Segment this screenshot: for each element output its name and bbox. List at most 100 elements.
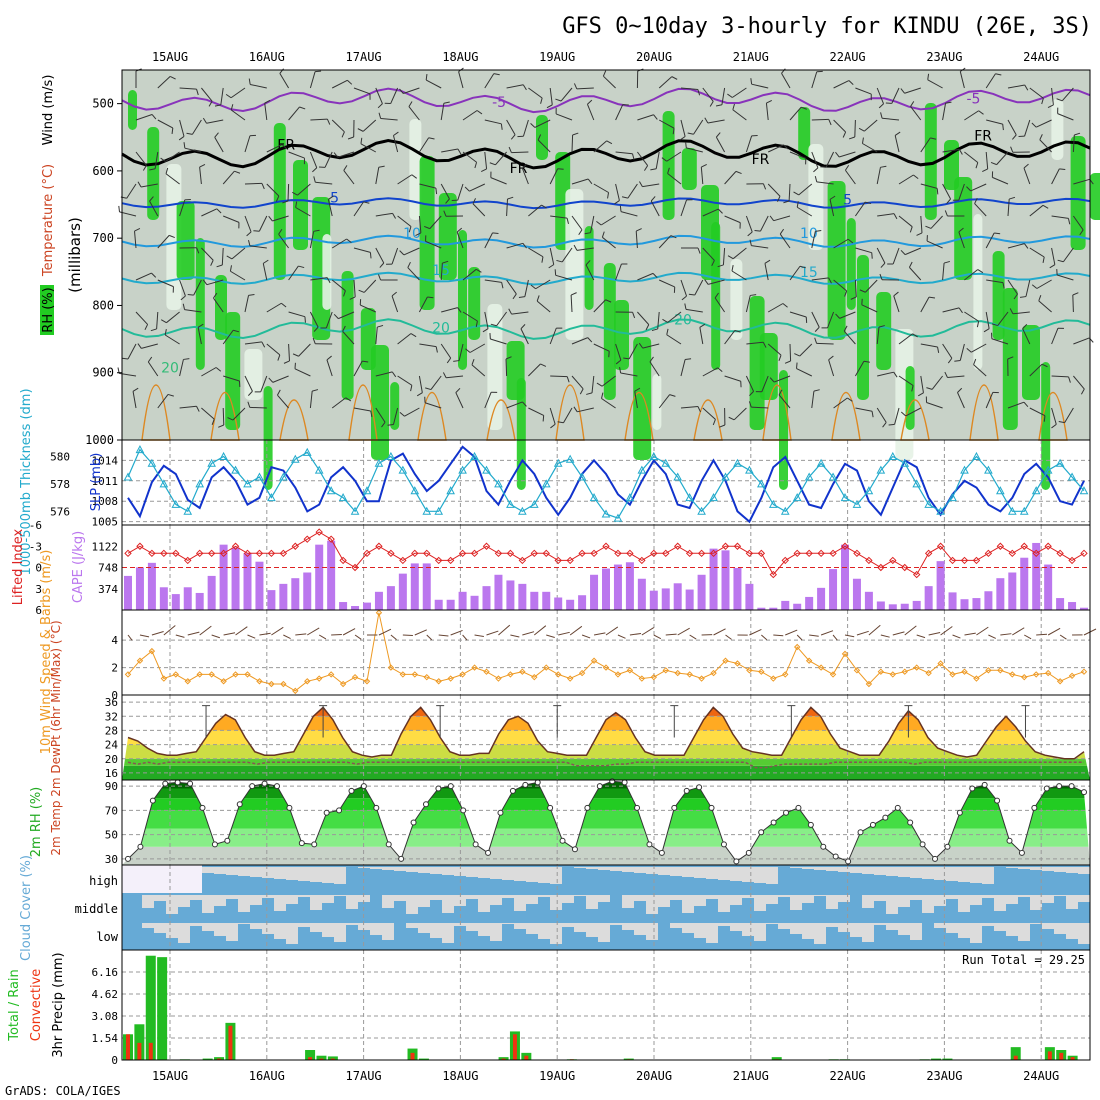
surface-wind-barb	[211, 634, 220, 639]
surface-wind-barb	[450, 629, 463, 636]
wind-barb	[493, 73, 500, 76]
wind-barb	[522, 243, 527, 249]
wind-barb	[814, 175, 818, 183]
wind-barb	[783, 200, 790, 204]
2m-rh-point	[981, 781, 988, 788]
cloud-middle-gap	[766, 895, 778, 904]
cloud-low-gap	[838, 923, 850, 932]
cape-bar	[972, 598, 981, 610]
wind-barb	[456, 227, 463, 233]
wind-barb	[1023, 163, 1029, 169]
wind-barb	[638, 181, 643, 187]
wind-barb	[937, 346, 940, 353]
cloud-high-gap	[886, 867, 898, 876]
wind-barb	[253, 230, 260, 232]
wind-barb	[272, 375, 289, 383]
surface-wind-barb	[199, 625, 212, 636]
wind-speed-point	[602, 664, 610, 671]
wind-barb	[813, 389, 820, 392]
wind-barb	[680, 119, 686, 137]
wind-barb	[347, 79, 353, 85]
wind-barb	[571, 215, 583, 231]
wind-speed-point	[304, 678, 311, 685]
wind-barb	[418, 296, 428, 313]
wind-barb	[893, 213, 898, 220]
wind-barb	[391, 295, 399, 313]
cloud-high-gap	[646, 867, 658, 874]
cape-bar	[530, 591, 539, 610]
wind-barb	[167, 393, 174, 397]
wind-barb	[943, 260, 950, 264]
wind-barb	[472, 198, 477, 204]
wind-barb	[898, 333, 913, 345]
wind-barb	[206, 279, 224, 286]
temp-tick-label: 36	[105, 696, 118, 709]
thickness-point	[434, 506, 444, 515]
rh-cell	[215, 275, 227, 340]
wind-barb	[309, 391, 313, 409]
cloud-high-gap	[574, 867, 586, 868]
wind-barb	[496, 311, 508, 327]
2m-rh-point	[187, 780, 194, 787]
wind-barb	[835, 151, 840, 158]
wind-barb	[745, 295, 751, 313]
cloud-low-gap	[682, 923, 694, 933]
wind-speed-point	[650, 673, 658, 681]
wind-speed-point	[471, 664, 478, 671]
wind-barb	[549, 168, 559, 185]
wind-barb	[1072, 292, 1079, 296]
wind-barb	[936, 188, 939, 195]
cloud-low-gap	[478, 923, 490, 936]
lifted-index-point	[912, 570, 921, 579]
cape-bar	[494, 574, 503, 610]
wind-barb	[959, 343, 965, 361]
wind-barb	[362, 119, 377, 132]
wind-speed-point	[578, 669, 586, 677]
cloud-low-gap	[202, 923, 214, 931]
wind-barb	[353, 279, 356, 297]
rh-axis-label: 2m RH (%)	[29, 787, 44, 858]
wind-barb	[796, 201, 799, 208]
wind-barb	[441, 148, 459, 153]
cloud-middle-gap	[718, 895, 730, 912]
lifted-index-point	[877, 563, 885, 572]
surface-wind-barb	[378, 628, 392, 636]
cloud-high-gap	[382, 867, 394, 870]
wind-barb	[206, 119, 224, 124]
lifted-index-point	[757, 549, 766, 558]
cloud-high-gap	[922, 867, 934, 879]
wind-barb	[407, 261, 411, 268]
wind-barb	[415, 232, 422, 236]
cape-bar	[661, 588, 670, 610]
wind-barb	[734, 329, 741, 333]
wind-barb	[528, 407, 544, 416]
thickness-point	[661, 458, 671, 467]
wind-barb	[1002, 124, 1004, 131]
wind-barb	[637, 311, 650, 325]
wind-barb	[878, 325, 885, 328]
wind-barb	[855, 247, 872, 254]
rh-cell	[1041, 362, 1051, 490]
surface-wind-barb	[725, 634, 732, 640]
2m-rh-point	[994, 797, 1001, 804]
wind-speed-point	[973, 675, 980, 682]
wind-barb	[278, 233, 290, 249]
wind-barb	[381, 421, 386, 428]
cloud-high-gap	[862, 867, 874, 874]
slp-axis-label: SLP (mb)	[89, 453, 104, 512]
surface-wind-barb	[1047, 627, 1061, 636]
rh-cell	[584, 226, 594, 310]
wind-barb	[214, 132, 219, 138]
pressure-tick-label: 600	[92, 164, 114, 178]
wind-barb	[796, 206, 813, 217]
cape-bar	[757, 607, 766, 610]
rh-cell	[711, 222, 721, 370]
lifted-index-point	[733, 542, 742, 550]
cloud-middle-gap	[346, 895, 358, 909]
wind-barb	[811, 391, 815, 409]
surface-wind-barb	[354, 634, 362, 640]
thickness-point	[972, 451, 981, 460]
cloud-low-gap	[898, 923, 910, 935]
wind-barb	[761, 375, 769, 392]
wind-barb	[942, 103, 947, 121]
